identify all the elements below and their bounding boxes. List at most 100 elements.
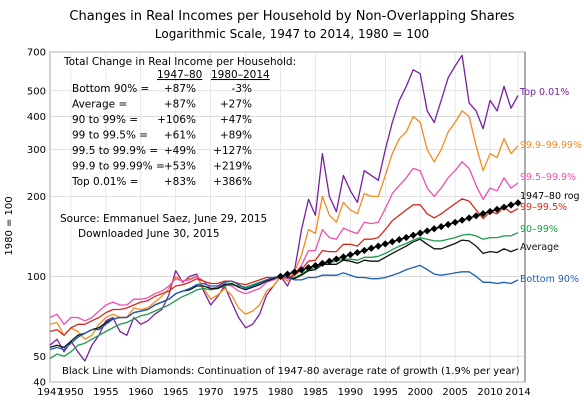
- summary-row-label: 99.9 to 99.99% =: [72, 161, 165, 173]
- y-tick-label: 200: [27, 192, 46, 203]
- summary-heading: Total Change in Real Income per Househol…: [63, 56, 296, 68]
- summary-row-1980-2014: +89%: [220, 130, 252, 142]
- summary-row-1947-80: +83%: [164, 176, 196, 188]
- diamond-marker: [500, 203, 508, 211]
- series-label: Average: [520, 242, 559, 253]
- y-tick-label: 400: [27, 112, 46, 123]
- diamond-marker: [514, 199, 522, 207]
- series-label: 99.9–99.99%: [520, 140, 582, 151]
- diamond-marker: [444, 220, 452, 229]
- diamond-marker: [297, 266, 306, 274]
- diamond-marker: [346, 251, 354, 259]
- diamond-marker: [360, 246, 368, 255]
- diamond-marker: [402, 233, 410, 242]
- diamond-marker: [437, 223, 445, 231]
- summary-row-label: 99 to 99.5% =: [72, 130, 148, 142]
- x-tick-label: 1970: [198, 387, 223, 398]
- series-label-layer: Top 0.01% 99.9–99.99% 99.5–99.9% 1947–80 ro…: [519, 87, 582, 285]
- series-layer: [49, 54, 519, 362]
- source-line: Source: Emmanuel Saez, June 29, 2015: [60, 213, 267, 225]
- y-tick-label: 50: [33, 352, 46, 363]
- diamond-marker: [311, 261, 320, 270]
- diamond-marker: [395, 236, 403, 244]
- summary-row-1947-80: +49%: [164, 145, 196, 157]
- diamond-marker: [388, 238, 396, 246]
- series-line-6: [49, 264, 519, 351]
- diamond-marker: [472, 212, 480, 220]
- summary-row-label: Average =: [72, 99, 127, 111]
- series-label: Bottom 90%: [520, 274, 579, 285]
- diamond-marker: [458, 216, 466, 224]
- summary-row-label: Bottom 90% =: [72, 83, 149, 95]
- summary-row-label: 90 to 99% =: [72, 114, 138, 126]
- diamond-marker: [451, 218, 459, 226]
- x-tick-label: 1980: [268, 387, 293, 398]
- summary-row-1980-2014: -3%: [232, 83, 252, 95]
- summary-row-1947-80: +87%: [164, 99, 196, 111]
- diamond-marker: [486, 207, 494, 216]
- diamond-marker: [416, 229, 424, 237]
- marker-layer: [276, 199, 522, 280]
- x-tick-label: 2010: [477, 387, 502, 398]
- x-tick-label: 1950: [58, 387, 83, 398]
- series-label: 99–99.5%: [520, 202, 567, 213]
- summary-row-1980-2014: +127%: [213, 145, 252, 157]
- x-tick-label: 1960: [128, 387, 153, 398]
- summary-row-1947-80: +87%: [164, 83, 196, 95]
- diamond-marker: [353, 248, 361, 257]
- summary-row-1980-2014: +386%: [213, 176, 252, 188]
- series-label: 99.5–99.9%: [520, 172, 576, 183]
- x-tick-label: 1965: [163, 387, 188, 398]
- summary-rows: Bottom 90% = +87% -3% Average = +87% +27% 90 t…: [71, 83, 252, 188]
- series-label: Top 0.01%: [519, 87, 569, 98]
- x-tick-label: 1985: [303, 387, 328, 398]
- diamond-marker: [339, 253, 347, 261]
- diamond-marker: [304, 264, 313, 272]
- diamond-marker: [423, 227, 431, 235]
- download-line: Downloaded June 30, 2015: [78, 228, 220, 240]
- diamond-marker: [332, 255, 340, 263]
- diamond-marker: [465, 214, 473, 222]
- diamond-marker: [409, 231, 417, 239]
- diamond-marker: [290, 268, 299, 276]
- diamond-marker: [493, 205, 501, 213]
- diamond-marker: [430, 225, 438, 233]
- diamond-marker: [276, 272, 285, 280]
- y-tick-label: 500: [27, 86, 46, 97]
- x-tick-label: 2005: [442, 387, 467, 398]
- x-tick-label: 1995: [373, 387, 398, 398]
- chart-title: Changes in Real Incomes per Household by…: [69, 9, 514, 24]
- summary-row-1980-2014: +219%: [213, 161, 252, 173]
- x-tick-label: 1955: [93, 387, 118, 398]
- y-tick-label: 40: [33, 378, 46, 389]
- summary-row-1947-80: +61%: [164, 130, 196, 142]
- summary-row-label: 99.5 to 99.9% =: [72, 145, 158, 157]
- y-axis-label: 1980 = 100: [4, 196, 15, 255]
- x-tick-label: 2014: [505, 387, 530, 398]
- x-tick-label: 2000: [407, 387, 432, 398]
- diamond-marker: [283, 270, 292, 278]
- x-tick-label: 1975: [233, 387, 258, 398]
- summary-row-1947-80: +106%: [157, 114, 196, 126]
- y-tick-label: 700: [27, 48, 46, 59]
- series-label: 90–99%: [520, 224, 558, 235]
- summary-col2-header: 1980–2014: [211, 69, 270, 81]
- chart-subtitle: Logarithmic Scale, 1947 to 2014, 1980 = …: [155, 27, 429, 41]
- grid-layer: [49, 51, 525, 383]
- y-tick-label: 300: [27, 145, 46, 156]
- x-tick-label: 1990: [338, 387, 363, 398]
- x-tick-label: 1947: [37, 387, 62, 398]
- diamond-marker: [318, 259, 327, 267]
- diamond-marker: [374, 242, 382, 250]
- series-label: 1947–80 rog: [520, 191, 580, 202]
- plot-frame: [49, 51, 526, 383]
- series-line-0: [49, 54, 519, 362]
- diamond-marker: [479, 210, 487, 218]
- diamond-marker: [325, 257, 334, 265]
- y-tick-label: 100: [27, 272, 46, 283]
- summary-box: Total Change in Real Income per Househol…: [63, 56, 296, 188]
- summary-row-1980-2014: +47%: [220, 114, 252, 126]
